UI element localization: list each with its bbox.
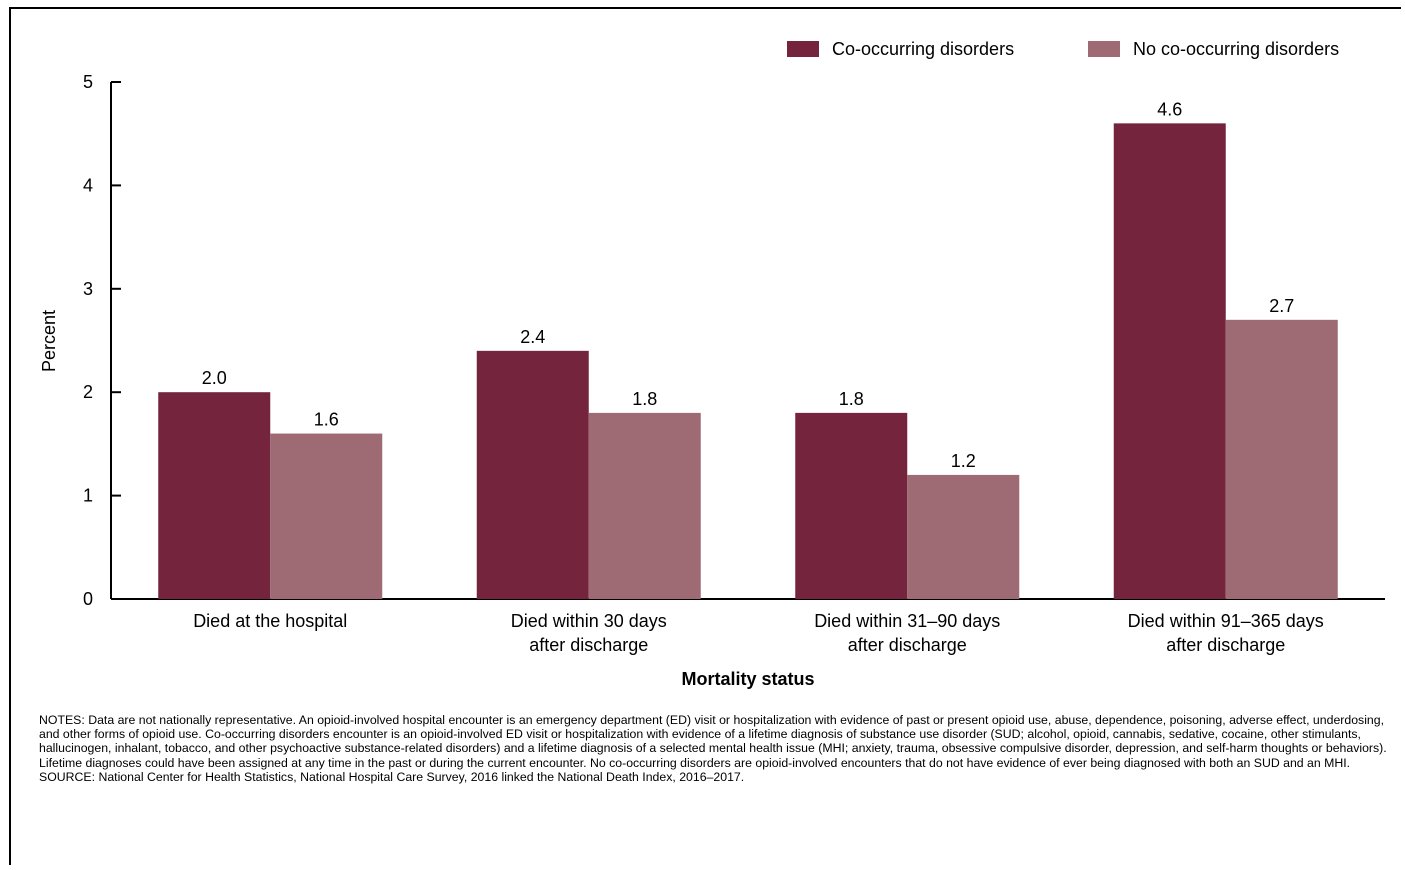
notes-text: NOTES: Data are not nationally represent… xyxy=(39,713,1387,770)
x-tick-label-line: Died within 91–365 days xyxy=(1128,611,1324,631)
bar xyxy=(158,392,271,599)
source-text: SOURCE: National Center for Health Stati… xyxy=(39,769,745,784)
x-tick-label: Died within 91–365 days after discharge xyxy=(1128,611,1324,655)
x-tick-label-line: Died at the hospital xyxy=(193,611,347,631)
legend-swatch xyxy=(787,41,819,57)
bar-value-label: 1.6 xyxy=(314,410,339,430)
bar-value-label: 1.8 xyxy=(632,389,657,409)
x-tick-label: Died within 30 days after discharge xyxy=(511,611,667,655)
x-tick-label: Died at the hospital xyxy=(193,611,347,631)
x-tick-label-line: after discharge xyxy=(848,635,967,655)
bar-value-label: 1.8 xyxy=(839,389,864,409)
bar-value-label: 2.7 xyxy=(1269,296,1294,316)
bar-value-label: 1.2 xyxy=(951,451,976,471)
y-tick-label: 2 xyxy=(83,382,93,402)
y-tick-label: 1 xyxy=(83,486,93,506)
bar xyxy=(907,474,1020,599)
legend-swatch xyxy=(1088,41,1120,57)
bar xyxy=(270,433,383,599)
y-tick-label: 4 xyxy=(83,175,93,195)
y-tick-label: 0 xyxy=(83,589,93,609)
x-tick-label-line: after discharge xyxy=(529,635,648,655)
bar-value-label: 4.6 xyxy=(1157,99,1182,119)
chart-frame xyxy=(9,7,1401,865)
bar-value-label: 2.4 xyxy=(520,327,545,347)
bar-value-label: 2.0 xyxy=(202,368,227,388)
x-tick-label: Died within 31–90 days after discharge xyxy=(814,611,1000,655)
x-tick-label-line: after discharge xyxy=(1166,635,1285,655)
bar xyxy=(795,412,908,599)
bar xyxy=(1113,123,1226,600)
legend-label: No co-occurring disorders xyxy=(1133,39,1339,59)
bar-chart: 0 1 2 3 4 5 Percent 2.0 1.6 Died at the hospital 2… xyxy=(39,39,1385,689)
y-axis-title: Percent xyxy=(39,310,59,372)
y-tick-label: 3 xyxy=(83,279,93,299)
chart-notes: NOTES: Data are not nationally represent… xyxy=(39,713,1389,784)
x-tick-label-line: Died within 31–90 days xyxy=(814,611,1000,631)
x-tick-label-line: Died within 30 days xyxy=(511,611,667,631)
bar xyxy=(1225,319,1338,599)
bar xyxy=(588,412,701,599)
bar xyxy=(476,350,589,599)
legend-label: Co-occurring disorders xyxy=(832,39,1014,59)
x-axis-title: Mortality status xyxy=(681,669,814,689)
y-tick-label: 5 xyxy=(83,72,93,92)
